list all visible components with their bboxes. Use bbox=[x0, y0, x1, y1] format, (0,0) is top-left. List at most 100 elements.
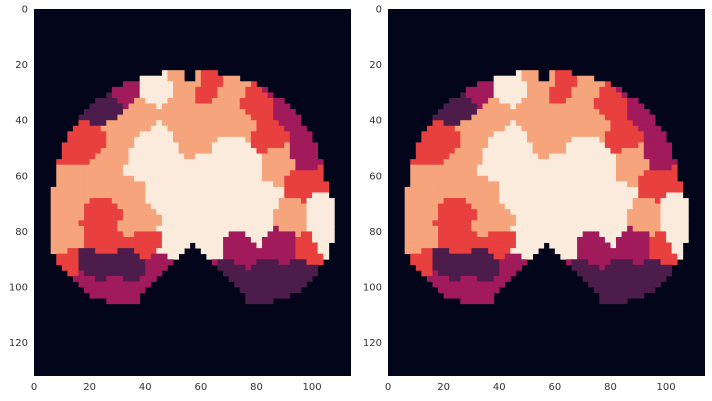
heatmap-cell bbox=[184, 125, 191, 132]
heatmap-cell bbox=[278, 242, 285, 249]
heatmap-cell bbox=[150, 181, 157, 188]
heatmap-cell bbox=[471, 192, 478, 199]
heatmap-cell bbox=[465, 159, 472, 166]
heatmap-cell bbox=[89, 220, 96, 227]
heatmap-cell bbox=[449, 97, 456, 104]
heatmap-cell bbox=[476, 203, 483, 210]
heatmap-cell bbox=[515, 103, 522, 110]
heatmap-cell bbox=[200, 142, 207, 149]
heatmap-cell bbox=[122, 214, 129, 221]
heatmap-cell bbox=[504, 148, 511, 154]
heatmap-cell bbox=[538, 86, 545, 93]
heatmap-cell bbox=[443, 236, 450, 243]
heatmap-cell bbox=[72, 214, 79, 221]
heatmap-cell bbox=[654, 153, 661, 160]
heatmap-cell bbox=[438, 153, 445, 160]
heatmap-cell bbox=[471, 125, 478, 132]
heatmap-cell bbox=[239, 125, 246, 132]
heatmap-cell bbox=[616, 259, 622, 266]
heatmap-cell bbox=[256, 186, 263, 193]
heatmap-cell bbox=[145, 264, 152, 271]
heatmap-cell bbox=[521, 253, 528, 260]
heatmap-cell bbox=[217, 181, 224, 188]
heatmap-cell bbox=[677, 214, 684, 221]
heatmap-cell bbox=[504, 114, 511, 121]
heatmap-cell bbox=[527, 136, 533, 143]
heatmap-cell bbox=[510, 186, 517, 193]
heatmap-cell bbox=[267, 198, 274, 205]
heatmap-cell bbox=[521, 86, 528, 93]
heatmap-cell bbox=[421, 159, 428, 166]
heatmap-cell bbox=[239, 242, 246, 249]
heatmap-cell bbox=[139, 148, 146, 154]
heatmap-cell bbox=[245, 231, 252, 238]
heatmap-cell bbox=[111, 198, 118, 205]
heatmap-cell bbox=[616, 148, 622, 154]
heatmap-cell bbox=[223, 175, 230, 182]
heatmap-cell bbox=[250, 264, 257, 271]
heatmap-cell bbox=[167, 148, 174, 154]
heatmap-cell bbox=[454, 120, 461, 127]
heatmap-cell bbox=[111, 275, 118, 282]
heatmap-cell bbox=[206, 220, 213, 227]
heatmap-cell bbox=[267, 253, 274, 260]
heatmap-cell bbox=[677, 186, 684, 193]
heatmap-cell bbox=[549, 114, 556, 121]
heatmap-cell bbox=[577, 209, 584, 216]
heatmap-cell bbox=[404, 203, 411, 210]
heatmap-cell bbox=[638, 181, 645, 188]
heatmap-cell bbox=[256, 164, 263, 171]
heatmap-cell bbox=[521, 220, 528, 227]
heatmap-cell bbox=[111, 281, 118, 288]
heatmap-cell bbox=[521, 225, 528, 232]
heatmap-cell bbox=[627, 181, 634, 188]
heatmap-cell bbox=[571, 214, 578, 221]
heatmap-cell bbox=[111, 248, 118, 255]
heatmap-cell bbox=[156, 192, 163, 199]
heatmap-cell bbox=[67, 153, 74, 160]
heatmap-cell bbox=[438, 142, 445, 149]
heatmap-cell bbox=[515, 131, 522, 138]
heatmap-cell bbox=[493, 114, 500, 121]
heatmap-cell bbox=[228, 153, 235, 160]
heatmap-cell bbox=[111, 253, 118, 260]
heatmap-cell bbox=[134, 159, 141, 166]
heatmap-cell bbox=[111, 136, 118, 143]
heatmap-cell bbox=[426, 231, 433, 238]
heatmap-cell bbox=[167, 236, 174, 243]
heatmap-cell bbox=[206, 148, 213, 154]
heatmap-cell bbox=[295, 175, 302, 182]
heatmap-cell bbox=[593, 270, 600, 277]
heatmap-cell bbox=[410, 203, 417, 210]
heatmap-cell bbox=[521, 75, 528, 82]
heatmap-cell bbox=[267, 92, 274, 99]
heatmap-cell bbox=[677, 181, 684, 188]
heatmap-cell bbox=[560, 136, 567, 143]
heatmap-cell bbox=[122, 175, 129, 182]
heatmap-cell bbox=[504, 209, 511, 216]
heatmap-cell bbox=[178, 103, 185, 110]
heatmap-cell bbox=[682, 225, 689, 232]
heatmap-cell bbox=[134, 225, 141, 232]
heatmap-cell bbox=[117, 136, 124, 143]
heatmap-cell bbox=[638, 192, 645, 199]
heatmap-cell bbox=[521, 198, 528, 205]
heatmap-cell bbox=[532, 186, 539, 193]
heatmap-cell bbox=[300, 142, 307, 149]
heatmap-cell bbox=[245, 148, 252, 154]
heatmap-cell bbox=[156, 242, 163, 249]
heatmap-cell bbox=[565, 148, 572, 154]
heatmap-cell bbox=[289, 253, 296, 260]
heatmap-cell bbox=[532, 114, 539, 121]
heatmap-cell bbox=[671, 186, 678, 193]
heatmap-cell bbox=[482, 281, 489, 288]
heatmap-cell bbox=[278, 131, 285, 138]
heatmap-cell bbox=[532, 81, 539, 88]
heatmap-cell bbox=[223, 214, 230, 221]
heatmap-cell bbox=[189, 86, 196, 93]
heatmap-cell bbox=[173, 220, 179, 227]
heatmap-cell bbox=[454, 97, 461, 104]
heatmap-cell bbox=[273, 281, 280, 288]
heatmap-cell bbox=[560, 153, 567, 160]
heatmap-cell bbox=[593, 225, 600, 232]
